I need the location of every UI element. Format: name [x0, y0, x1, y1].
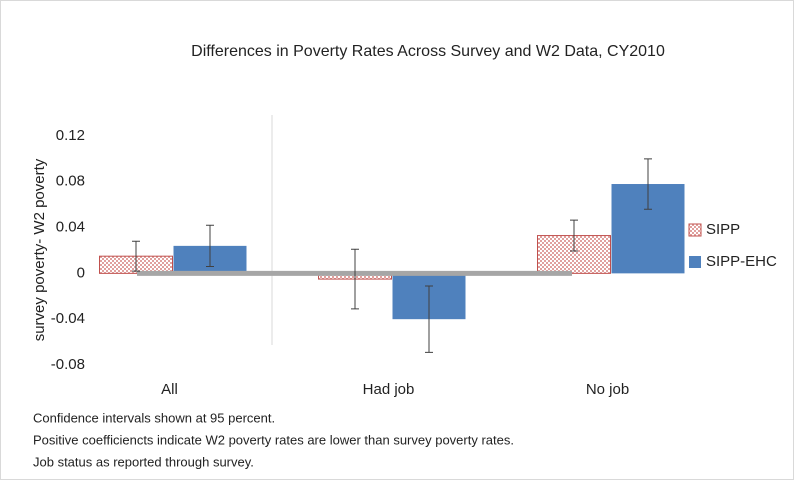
error-bar [351, 248, 359, 310]
x-tick-label: No job [586, 381, 629, 398]
legend-swatch [688, 223, 702, 237]
chart-title: Differences in Poverty Rates Across Surv… [191, 43, 665, 60]
note: Confidence intervals shown at 95 percent… [33, 410, 275, 425]
error-bar [132, 240, 140, 272]
legend-label: SIPP-EHC [706, 253, 777, 270]
error-bar [206, 224, 214, 267]
y-tick-label: 0.12 [56, 127, 85, 144]
legend-swatch [689, 256, 701, 268]
x-tick-label: All [161, 381, 178, 398]
y-axis-label: survey poverty- W2 poverty [31, 158, 48, 341]
y-tick-label: 0.08 [56, 173, 85, 190]
note: Job status as reported through survey. [33, 454, 254, 469]
note: Positive coefficiencts indicate W2 pover… [33, 432, 514, 447]
y-tick-label: -0.08 [51, 356, 85, 373]
y-tick-label: 0 [77, 264, 85, 281]
legend-label: SIPP [706, 221, 740, 238]
error-bar [425, 285, 433, 353]
x-tick-label: Had job [363, 381, 415, 398]
error-bar [570, 219, 578, 252]
y-tick-label: -0.04 [51, 310, 85, 327]
error-bar [644, 158, 652, 210]
y-tick-label: 0.04 [56, 219, 85, 236]
